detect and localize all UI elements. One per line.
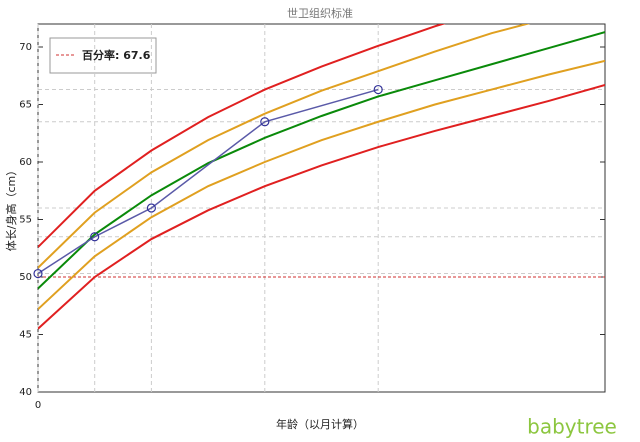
y-tick-label: 70 <box>19 42 32 53</box>
watermark: babytree <box>527 415 617 439</box>
x-tick-label: 0 <box>35 400 41 411</box>
chart-title: 世卫组织标准 <box>287 6 353 20</box>
y-tick-label: 40 <box>19 387 32 398</box>
y-tick-label: 60 <box>19 157 32 168</box>
line <box>38 24 446 248</box>
line <box>38 24 531 269</box>
y-tick-label: 65 <box>19 100 32 111</box>
x-axis-label: 年龄（以月计算） <box>276 417 364 431</box>
y-tick-label: 55 <box>19 215 32 226</box>
y-tick-label: 45 <box>19 330 32 341</box>
y-tick-label: 50 <box>19 272 32 283</box>
point <box>260 117 270 127</box>
point <box>90 232 100 242</box>
point <box>33 268 43 279</box>
line <box>38 59 605 310</box>
point <box>373 84 383 95</box>
line <box>38 88 379 275</box>
legend-label: 百分率: 67.6 <box>82 48 151 62</box>
line <box>38 31 605 290</box>
line <box>38 83 605 330</box>
point <box>146 203 156 213</box>
y-axis-label: 体长/身高（cm） <box>4 165 18 251</box>
